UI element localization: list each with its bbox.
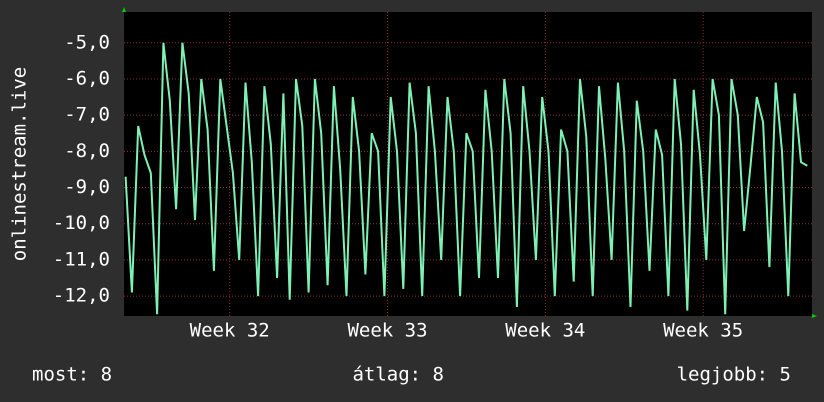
- y-tick-label: -7,0: [64, 104, 110, 126]
- axis-arrow: [812, 314, 817, 318]
- y-tick-label: -5,0: [64, 31, 110, 53]
- y-axis-title: onlinestream.live: [9, 67, 31, 261]
- y-tick-label: -6,0: [64, 67, 110, 89]
- y-tick-label: -12,0: [53, 285, 110, 307]
- x-tick-label: Week 33: [347, 320, 427, 342]
- y-tick-label: -11,0: [53, 248, 110, 270]
- y-tick-label: -9,0: [64, 176, 110, 198]
- footer-stat: legjobb: 5: [677, 364, 791, 386]
- data-line: [124, 42, 808, 315]
- x-tick-label: Week 32: [190, 320, 270, 342]
- footer-stat: most: 8: [32, 364, 112, 386]
- y-tick-label: -8,0: [64, 140, 110, 162]
- x-tick-label: Week 34: [505, 320, 585, 342]
- footer-stat: átlag: 8: [352, 364, 444, 386]
- y-tick-label: -10,0: [53, 212, 110, 234]
- axis-arrow: [122, 7, 126, 12]
- plot-area: [124, 12, 812, 316]
- x-tick-label: Week 35: [663, 320, 743, 342]
